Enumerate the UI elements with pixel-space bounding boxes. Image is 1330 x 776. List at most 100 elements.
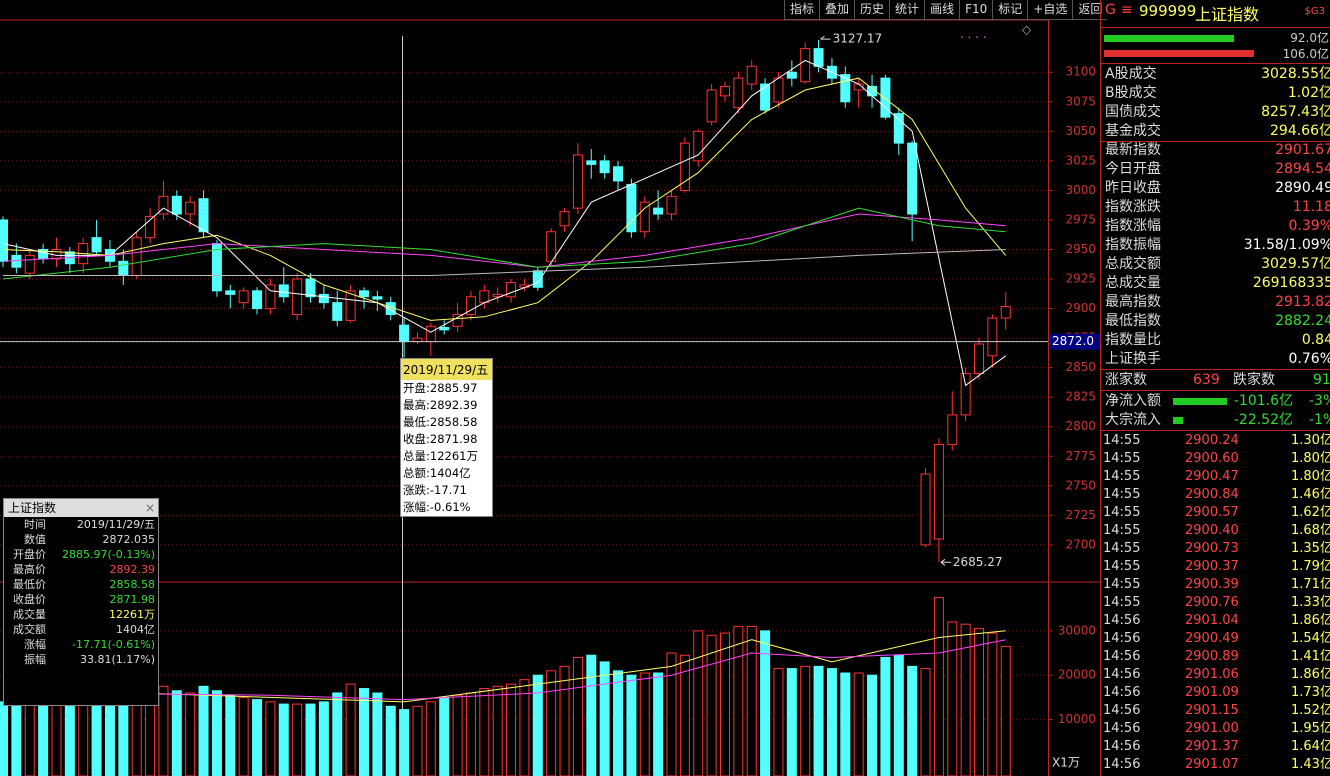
candle-body: [292, 278, 303, 315]
candle-body: [599, 160, 610, 174]
y-tick-label: 3100: [1065, 65, 1096, 79]
info-row: 最低价 2858.58: [4, 577, 158, 592]
stat-value: 0.84: [1301, 332, 1330, 348]
stat-value: 2901.67: [1275, 142, 1330, 158]
tick-time: 14:55: [1103, 595, 1141, 610]
volume-bar: [91, 696, 102, 776]
volume-unit: X1万: [1052, 756, 1080, 770]
tick-row: 14:56 2901.09 1.73亿: [1103, 684, 1330, 702]
info-value: 2892.39: [109, 563, 156, 576]
y-tick-label: 3075: [1065, 94, 1096, 108]
y-tick-label: 2900: [1065, 301, 1096, 315]
volume-bar: [385, 705, 396, 776]
volume-bar: [974, 628, 985, 776]
stat-row: 昨日收盘 2890.49: [1105, 179, 1330, 198]
info-label: 最高价: [13, 563, 46, 576]
candle-body: [719, 85, 730, 97]
tick-row: 14:55 2900.37 1.79亿: [1103, 558, 1330, 576]
stat-label: 最新指数: [1105, 142, 1161, 158]
volume-bar: [933, 597, 944, 776]
toolbar-button[interactable]: 历史: [854, 0, 890, 20]
toolbar-button[interactable]: 统计: [889, 0, 925, 20]
volume-bar: [265, 701, 276, 776]
y-tick-label: 2700: [1065, 537, 1096, 551]
sep: [1101, 63, 1330, 64]
info-row: 成交额 1404亿: [4, 622, 158, 637]
volume-bar: [693, 630, 704, 776]
candle-body: [24, 254, 35, 274]
toolbar-button[interactable]: +自选: [1027, 0, 1073, 20]
stat-label: B股成交: [1105, 85, 1157, 101]
volume-bar: [425, 701, 436, 776]
toolbar-button[interactable]: 叠加: [819, 0, 855, 20]
info-row: 最高价 2892.39: [4, 562, 158, 577]
stat-label: 指数涨幅: [1105, 218, 1161, 234]
candle-body: [345, 290, 356, 321]
buy-bar-label: 92.0亿: [1290, 31, 1329, 45]
info-title-text: 上证指数: [8, 501, 57, 515]
tooltip-line: 总量:12261万: [403, 449, 478, 463]
volume-bar: [760, 630, 771, 776]
info-label: 数值: [24, 533, 46, 546]
tooltip: 2019/11/29/五 开盘:2885.97 最高:2892.39 最低:2858.…: [400, 358, 493, 517]
tick-price: 2900.89: [1185, 649, 1239, 664]
volume-ma-line: [2, 630, 1006, 703]
candle-body: [171, 195, 182, 215]
candle-body: [185, 201, 196, 215]
stat-label: 指数量比: [1105, 332, 1161, 348]
volume-bar: [586, 654, 597, 776]
volume-bar: [492, 685, 503, 776]
candle-body: [265, 284, 276, 310]
volume-bar: [399, 709, 410, 776]
tick-time: 14:56: [1103, 613, 1141, 628]
info-label: 最低价: [13, 578, 46, 591]
y-tick-label: 30000: [1058, 623, 1096, 637]
toolbar-button[interactable]: 返回: [1072, 0, 1108, 20]
stat-label: 国债成交: [1105, 104, 1161, 120]
volume-bar: [813, 665, 824, 776]
menu-icon[interactable]: ≡: [1121, 2, 1133, 18]
y-tick-label: 2725: [1065, 508, 1096, 522]
volume-bar: [867, 674, 878, 776]
close-button[interactable]: ×: [144, 501, 155, 515]
stat-row: A股成交 3028.55亿: [1105, 65, 1330, 84]
candle-body: [907, 142, 918, 215]
tick-time: 14:55: [1103, 577, 1141, 592]
info-label: 时间: [24, 518, 46, 531]
tick-price: 2900.40: [1185, 523, 1239, 538]
tick-time: 14:55: [1103, 505, 1141, 520]
volume-bar: [439, 696, 450, 776]
stat-row: 指数振幅 31.58/1.09%: [1105, 236, 1330, 255]
toolbar-button[interactable]: 指标: [784, 0, 820, 20]
toolbar-button[interactable]: F10: [959, 0, 993, 20]
tick-time: 14:56: [1103, 739, 1141, 754]
candle-body: [586, 160, 597, 165]
tick-volume: 1.80亿: [1291, 451, 1330, 466]
toolbar-button[interactable]: 标记: [992, 0, 1028, 20]
volume-bar: [292, 703, 303, 776]
candle-body: [11, 254, 22, 268]
candle-body: [158, 195, 169, 215]
toolbar-button[interactable]: 画线: [924, 0, 960, 20]
tick-price: 2901.00: [1185, 721, 1239, 736]
stat-row: 基金成交 294.66亿: [1105, 122, 1330, 141]
candle-body: [960, 373, 971, 416]
volume-bar: [38, 705, 49, 776]
candle-body: [305, 278, 316, 298]
info-value: 2871.98: [109, 593, 156, 606]
candle-body: [813, 48, 824, 67]
stat-label: 最高指数: [1105, 294, 1161, 310]
volume-bar: [987, 632, 998, 776]
volume-bar: [840, 672, 851, 776]
volume-bar: [506, 683, 517, 776]
tick-price: 2900.76: [1185, 595, 1239, 610]
sep: [1101, 430, 1330, 431]
quote-panel: G ≡ 999999 上证指数 $G3 92.0亿 106.0亿 A股成交 3028.55亿 B股…: [1100, 0, 1330, 776]
candle-body: [506, 282, 517, 298]
tooltip-line: 收盘:2871.98: [403, 432, 478, 446]
crosshair-label-bg: [1049, 333, 1100, 350]
tick-volume: 1.95亿: [1291, 721, 1330, 736]
tick-volume: 1.79亿: [1291, 559, 1330, 574]
code: 999999: [1139, 2, 1197, 20]
